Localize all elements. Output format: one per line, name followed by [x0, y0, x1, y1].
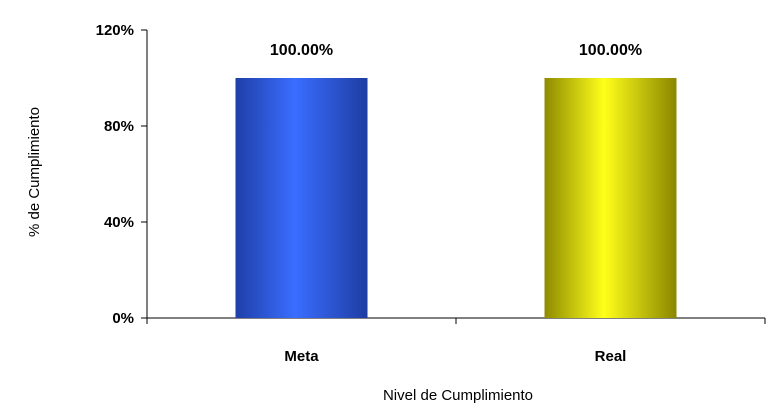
category-label: Meta: [284, 348, 319, 365]
bars-group: [235, 78, 677, 318]
y-axis-title: % de Cumplimiento: [26, 107, 43, 237]
data-label: 100.00%: [579, 42, 642, 59]
bar-meta: [235, 78, 368, 318]
x-axis-title: Nivel de Cumplimiento: [383, 387, 533, 404]
y-tick-label: 120%: [96, 22, 134, 39]
y-tick-label: 80%: [104, 118, 134, 135]
bar-real: [544, 78, 677, 318]
data-label: 100.00%: [270, 42, 333, 59]
y-tick-label: 0%: [112, 310, 134, 327]
labels-group: 0% 40% 80% 120% 100.00% Meta 100.00% Real: [96, 22, 642, 365]
y-tick-label: 40%: [104, 214, 134, 231]
category-label: Real: [595, 348, 627, 365]
